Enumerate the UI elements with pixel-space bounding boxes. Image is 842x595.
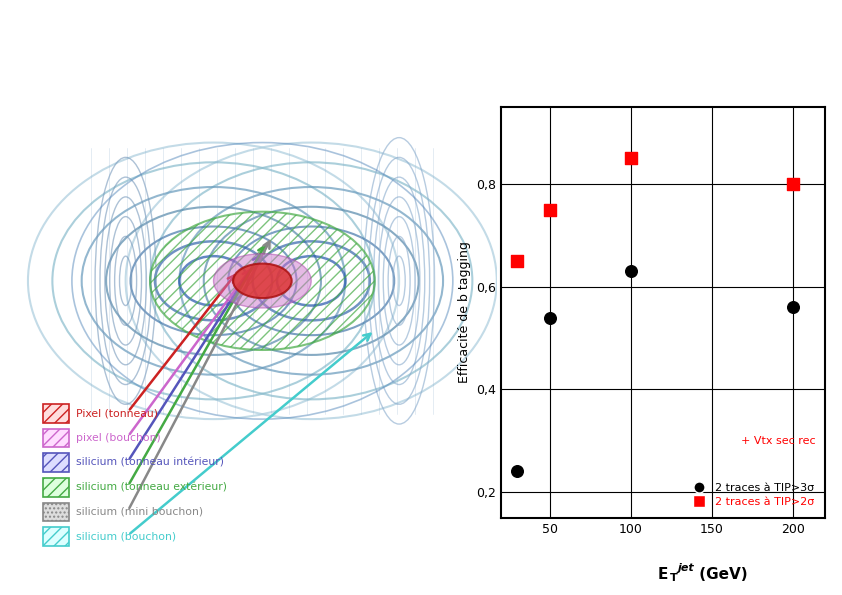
Point <box>624 267 637 276</box>
Point <box>786 302 800 312</box>
Text: pixel (bouchon): pixel (bouchon) <box>76 433 161 443</box>
Text: silicium (tonneau intérieur): silicium (tonneau intérieur) <box>76 458 224 468</box>
Text: silicium (mini bouchon): silicium (mini bouchon) <box>76 507 203 517</box>
Bar <box>43 503 69 521</box>
Ellipse shape <box>233 264 291 298</box>
Bar <box>43 527 69 546</box>
Bar <box>43 404 69 422</box>
Point <box>510 256 524 266</box>
Legend: 2 traces à TIP>3σ, 2 traces à TIP>2σ: 2 traces à TIP>3σ, 2 traces à TIP>2σ <box>683 478 819 512</box>
Point <box>543 313 557 322</box>
Point <box>543 205 557 214</box>
Text: Le trajectographe de CMS: Le trajectographe de CMS <box>225 32 617 60</box>
Text: silicium (tonneau extérieur): silicium (tonneau extérieur) <box>76 483 226 492</box>
Point <box>786 179 800 189</box>
Ellipse shape <box>214 253 312 308</box>
Text: Pixel (tonneau): Pixel (tonneau) <box>76 408 157 418</box>
Text: jet: jet <box>678 563 695 573</box>
Text: silicium (bouchon): silicium (bouchon) <box>76 532 176 541</box>
Bar <box>43 478 69 497</box>
Bar <box>43 428 69 447</box>
Bar <box>43 453 69 472</box>
Y-axis label: Efficacité de b tagging: Efficacité de b tagging <box>457 242 471 383</box>
Text: E: E <box>658 567 669 582</box>
Point <box>510 466 524 476</box>
Text: (GeV): (GeV) <box>694 567 748 582</box>
Point <box>624 154 637 163</box>
Text: + Vtx sec rec: + Vtx sec rec <box>741 436 815 446</box>
Text: T: T <box>669 573 677 583</box>
